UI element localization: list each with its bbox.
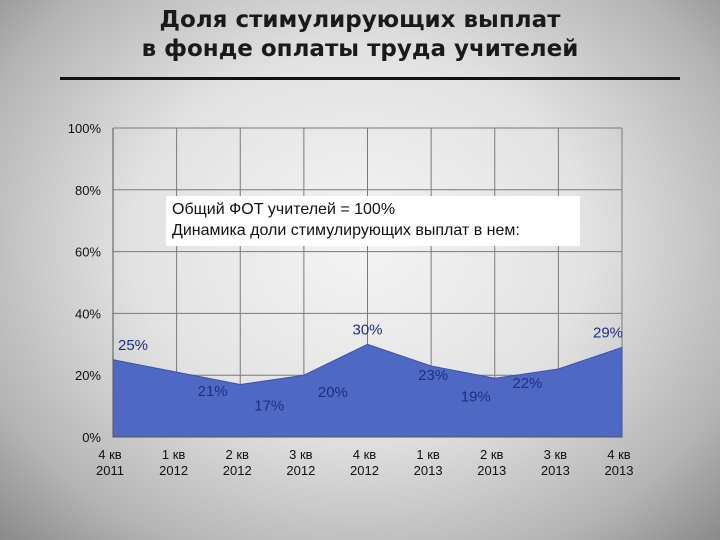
y-tick-label: 20%	[75, 368, 101, 383]
y-tick-label: 100%	[68, 121, 102, 136]
y-tick-label: 80%	[75, 183, 101, 198]
slide-title: Доля стимулирующих выплат в фонде оплаты…	[0, 6, 720, 64]
data-label: 17%	[254, 397, 284, 414]
data-label: 25%	[118, 337, 148, 354]
y-tick-label: 40%	[75, 306, 101, 321]
slide-title-line-1: Доля стимулирующих выплат	[159, 7, 561, 33]
x-tick-label-quarter: 2 кв	[226, 447, 250, 462]
data-label: 20%	[318, 384, 348, 401]
area-series	[112, 343, 623, 438]
slide-title-line-2: в фонде оплаты труда учителей	[141, 36, 579, 62]
title-divider	[60, 77, 680, 80]
x-tick-label-quarter: 2 кв	[480, 447, 504, 462]
x-tick-label-year: 2013	[414, 463, 443, 478]
chart-note-line-1: Общий ФОТ учителей = 100%	[172, 201, 396, 218]
x-tick-label-year: 2012	[223, 463, 252, 478]
x-tick-label-quarter: 1 кв	[416, 447, 440, 462]
x-tick-label-quarter: 3 кв	[544, 447, 568, 462]
data-label: 22%	[512, 375, 542, 392]
data-label: 30%	[352, 321, 382, 338]
x-tick-label-quarter: 3 кв	[289, 447, 313, 462]
chart-note-line-2: Динамика доли стимулирующих выплат в нем…	[172, 222, 520, 239]
x-tick-label-year: 2012	[159, 463, 188, 478]
data-label: 21%	[198, 383, 228, 400]
data-label: 29%	[593, 324, 623, 341]
data-label: 23%	[418, 367, 448, 384]
x-tick-label-quarter: 1 кв	[162, 447, 186, 462]
y-tick-label: 60%	[75, 245, 101, 260]
x-tick-label-year: 2013	[477, 463, 506, 478]
x-tick-label-quarter: 4 кв	[607, 447, 631, 462]
x-tick-label-quarter: 4 кв	[98, 447, 122, 462]
x-tick-label-year: 2012	[350, 463, 379, 478]
x-tick-label-year: 2012	[286, 463, 315, 478]
chart-note-box: Общий ФОТ учителей = 100% Динамика доли …	[166, 196, 580, 246]
x-tick-label-year: 2013	[541, 463, 570, 478]
data-label: 19%	[461, 388, 491, 405]
y-tick-label: 0%	[82, 430, 101, 445]
x-tick-label-year: 2013	[605, 463, 634, 478]
x-tick-label-quarter: 4 кв	[353, 447, 377, 462]
x-tick-label-year: 2011	[96, 463, 124, 478]
